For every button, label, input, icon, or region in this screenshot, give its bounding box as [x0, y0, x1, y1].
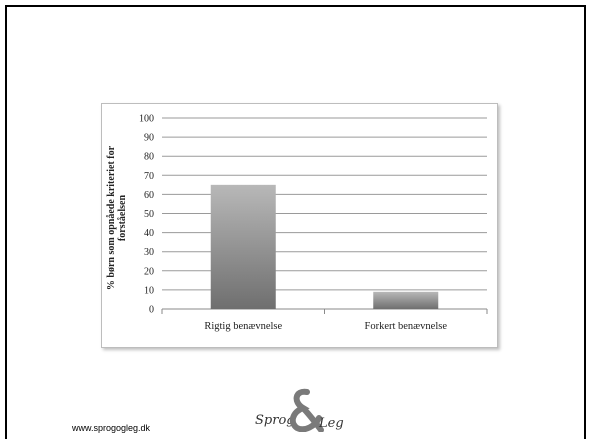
y-axis-title-line-1: % børn som opnåede kriteriet for: [106, 145, 117, 291]
y-tick-label: 70: [144, 171, 154, 182]
chart-canvas: 0 10 20 30 40 50 60 70 80 90 100 Rigtig benævnelse…: [139, 114, 488, 332]
y-axis-title: % børn som opnåede kriteriet for forståe…: [104, 118, 130, 318]
y-tick-label: 80: [144, 152, 154, 163]
y-tick-labels: 0 10 20 30 40 50 60 70 80 90 100: [139, 114, 154, 316]
y-tick-label: 0: [149, 305, 154, 316]
y-tick-label: 50: [144, 209, 154, 220]
ampersand-icon: [289, 388, 324, 432]
y-tick-label: 60: [144, 190, 154, 201]
bar-1: [210, 184, 276, 309]
y-axis-title-line-2: forståelsen: [117, 194, 128, 242]
slide-frame: [5, 5, 586, 439]
footer-url: www.sprogogleg.dk: [72, 423, 151, 433]
y-tick-label: 90: [144, 133, 154, 144]
y-tick-label: 100: [139, 114, 154, 125]
x-tick-label: Rigtig benævnelse: [204, 321, 282, 332]
x-tick-labels: Rigtig benævnelse Forkert benævnelse: [204, 321, 447, 332]
bars: [210, 184, 439, 309]
logo-text-leg: Leg: [319, 416, 344, 431]
logo-text-sprog: Sprog: [255, 413, 295, 428]
y-tick-label: 30: [144, 247, 154, 258]
y-tick-label: 10: [144, 285, 154, 296]
bar-2: [373, 291, 439, 309]
bar-chart: 0 10 20 30 40 50 60 70 80 90 100 Rigtig benævnelse…: [101, 103, 498, 348]
x-tick-label: Forkert benævnelse: [364, 321, 447, 332]
y-tick-label: 40: [144, 228, 154, 239]
y-tick-label: 20: [144, 266, 154, 277]
